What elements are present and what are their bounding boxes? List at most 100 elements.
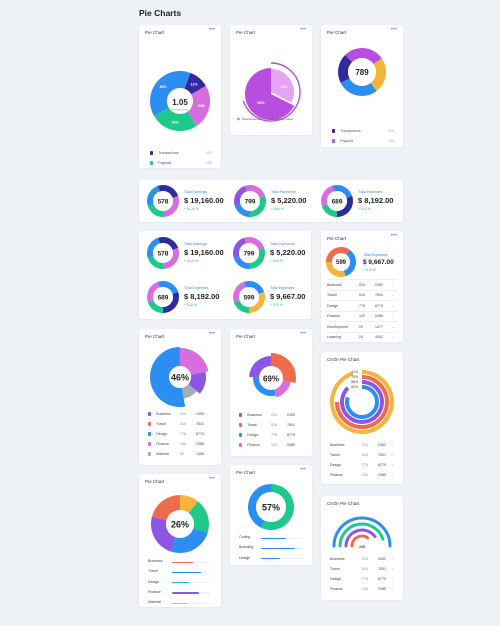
chevron-down-icon[interactable]: ⌄ bbox=[391, 282, 395, 287]
legend-label: Travel bbox=[156, 422, 167, 426]
legend-value: 400 bbox=[388, 129, 394, 133]
card-pie-26: Pie Chart ••• 26% Business Travel Design Fin… bbox=[139, 474, 221, 607]
chevron-down-icon[interactable]: ⌄ bbox=[391, 556, 395, 560]
ring-label: 88% bbox=[351, 380, 358, 384]
legend-value: 224 bbox=[180, 412, 186, 416]
chevron-down-icon[interactable]: ⌄ bbox=[391, 452, 395, 456]
radial-bar bbox=[350, 534, 370, 548]
cell-name: Finance bbox=[327, 314, 340, 319]
legend-item: Material 62 1456 bbox=[148, 451, 214, 457]
cell-a: 775 bbox=[359, 303, 365, 308]
legend-total: 1456 bbox=[196, 452, 204, 456]
stat-center: 599 bbox=[244, 295, 255, 302]
legend-label: Travel bbox=[247, 423, 258, 427]
chevron-down-icon[interactable]: ⌄ bbox=[391, 472, 395, 476]
stat-donut: 689 bbox=[147, 281, 179, 313]
progress-fill bbox=[261, 537, 287, 539]
chevron-down-icon[interactable]: ⌄ bbox=[391, 293, 395, 298]
chevron-down-icon[interactable]: ⌄ bbox=[391, 335, 395, 340]
chart-slice bbox=[150, 347, 186, 407]
legend-item: Design 775 8779 bbox=[239, 432, 305, 438]
chevron-down-icon[interactable]: ⌄ bbox=[391, 462, 395, 466]
chart-slice bbox=[261, 484, 294, 530]
donut-hole bbox=[169, 366, 191, 388]
chevron-down-icon[interactable]: ⌄ bbox=[391, 442, 395, 446]
legend-value: 62 bbox=[180, 452, 184, 456]
donut-hole bbox=[153, 243, 173, 263]
legend-label: Business bbox=[330, 557, 345, 561]
progress-track bbox=[172, 602, 210, 604]
legend-value: 775 bbox=[362, 577, 368, 581]
legend-label: Business bbox=[156, 412, 171, 416]
radial-bar bbox=[338, 522, 385, 548]
legend-swatch bbox=[239, 423, 243, 427]
legend-total: 2452 bbox=[378, 443, 386, 447]
legend-value: 120 bbox=[180, 442, 186, 446]
chevron-down-icon[interactable]: ⌄ bbox=[391, 576, 395, 580]
center-value: 26% bbox=[171, 520, 189, 530]
chart-slice bbox=[249, 356, 271, 378]
legend-item: Finance 120 2485 bbox=[239, 442, 305, 448]
donut-chart: 26% bbox=[151, 495, 209, 553]
chart-slice bbox=[188, 371, 206, 394]
progress-fill bbox=[172, 561, 193, 563]
chart-slice bbox=[244, 281, 265, 294]
more-icon[interactable]: ••• bbox=[299, 467, 306, 473]
legend-item: Business 224 2452 bbox=[330, 556, 396, 562]
legend-swatch bbox=[332, 129, 336, 133]
legend-swatch bbox=[150, 161, 154, 165]
donut-hole bbox=[327, 191, 347, 211]
center-value: 789 bbox=[355, 68, 369, 77]
legend-label: Remaining Sales bbox=[270, 117, 294, 121]
legend-total: 2485 bbox=[196, 442, 204, 446]
legend-swatch bbox=[150, 151, 154, 155]
progress-label: Branding bbox=[239, 545, 254, 550]
legend-value: 510 bbox=[180, 422, 186, 426]
center-subtitle: average range bbox=[172, 108, 189, 112]
donut-chart: 57% bbox=[248, 484, 294, 530]
chart-slice bbox=[345, 48, 382, 65]
chevron-down-icon[interactable]: ⌄ bbox=[391, 586, 395, 590]
more-icon[interactable]: ••• bbox=[208, 27, 215, 33]
card-table-pie: Pie Chart ••• 599 Total Expenses $ 9,667.0… bbox=[321, 231, 403, 342]
more-icon[interactable]: ••• bbox=[390, 27, 397, 33]
donut-hole bbox=[348, 58, 376, 86]
more-icon[interactable]: ••• bbox=[208, 476, 215, 482]
chart-slice bbox=[273, 380, 291, 398]
chart-slice bbox=[234, 204, 250, 217]
legend-total: 2453 bbox=[196, 412, 204, 416]
stat-widget: 599 Total Expenses $ 9,667.00 + 9.10 % bbox=[229, 277, 311, 317]
legend-swatch bbox=[239, 443, 243, 447]
legend-item: Finance 120 2485 bbox=[330, 586, 396, 592]
chevron-down-icon[interactable]: ⌄ bbox=[391, 324, 395, 329]
legend-value: 775 bbox=[180, 432, 186, 436]
stat-donut: 689 bbox=[321, 185, 353, 217]
cell-a: 20 bbox=[359, 324, 363, 329]
progress-label: Finance bbox=[148, 589, 161, 594]
chevron-down-icon[interactable]: ⌄ bbox=[391, 303, 395, 308]
legend-label: Payouts bbox=[158, 161, 172, 165]
stat-label: Total Expenses bbox=[363, 253, 388, 257]
more-icon[interactable]: ••• bbox=[299, 331, 306, 337]
card-title: Pie Chart bbox=[145, 30, 165, 35]
more-icon[interactable]: ••• bbox=[299, 27, 306, 33]
donut-hole bbox=[239, 287, 259, 307]
legend-total: 7631 bbox=[378, 453, 386, 457]
chart-slice bbox=[163, 248, 179, 269]
stat-center: 578 bbox=[158, 199, 169, 206]
legend-swatch bbox=[148, 422, 152, 426]
radial-bar bbox=[332, 516, 392, 548]
progress-track bbox=[261, 558, 303, 560]
progress-fill bbox=[261, 558, 280, 560]
radial-bar bbox=[345, 385, 379, 419]
chart-slice bbox=[147, 185, 160, 206]
card-title: Circle Pie Chart bbox=[327, 357, 360, 362]
more-icon[interactable]: ••• bbox=[208, 331, 215, 337]
more-icon[interactable]: ••• bbox=[390, 233, 397, 239]
chevron-down-icon[interactable]: ⌄ bbox=[391, 314, 395, 319]
chevron-down-icon[interactable]: ⌄ bbox=[391, 566, 395, 570]
legend-item: Travel 510 7631 bbox=[330, 452, 396, 458]
legend-item: Business 224 2453 bbox=[148, 411, 214, 417]
legend-item: Travel 510 7631 bbox=[330, 566, 396, 572]
